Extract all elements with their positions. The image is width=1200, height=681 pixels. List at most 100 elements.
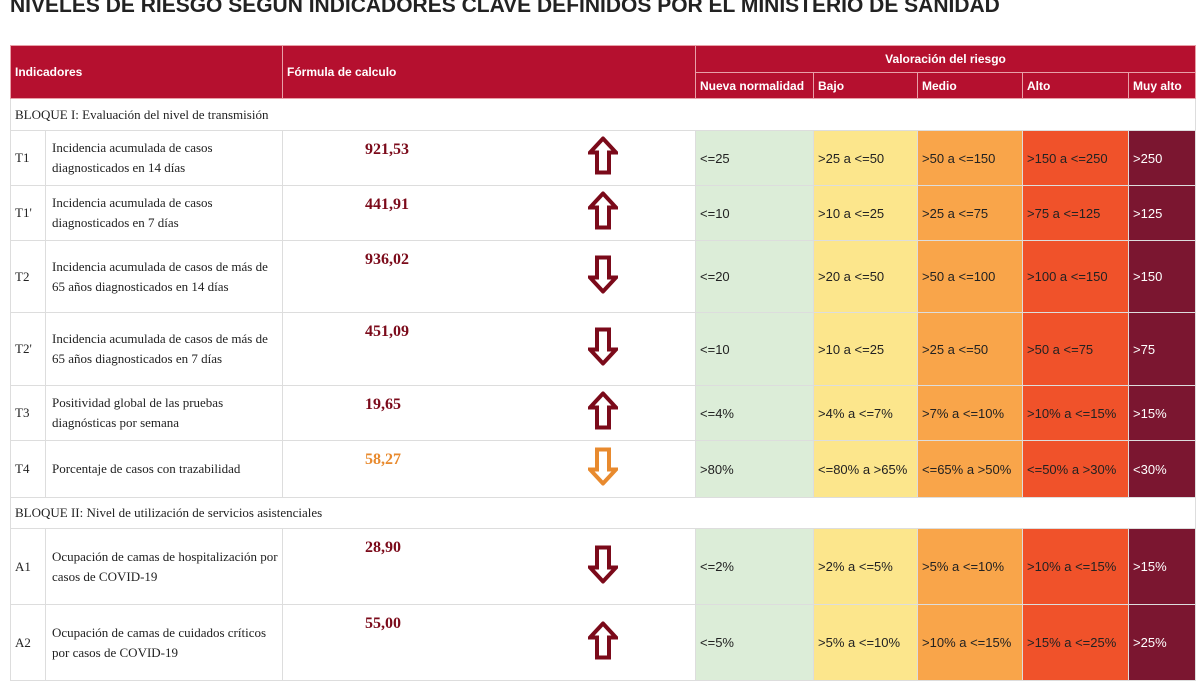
table-body: Indicadores Fórmula de calculo Valoración … bbox=[9, 45, 1197, 681]
indicator-row: T1' Incidencia acumulada de casos diagnos… bbox=[10, 185, 1197, 241]
arrow bbox=[585, 447, 621, 491]
value: 936,02 bbox=[365, 251, 410, 268]
risk-level: <=65% a >50% bbox=[917, 440, 1024, 498]
risk-level: >50 a <=150 bbox=[917, 130, 1024, 186]
risk-level: >150 bbox=[1128, 240, 1197, 313]
level-header: Bajo bbox=[813, 72, 919, 99]
risk-level: >50 a <=75 bbox=[1022, 312, 1130, 386]
risk-level: >125 bbox=[1128, 185, 1197, 241]
risk-level: >15% a <=25% bbox=[1022, 604, 1130, 681]
section-row: BLOQUE I: Evaluación del nivel de transm… bbox=[9, 98, 1197, 131]
arrow bbox=[585, 327, 621, 371]
risk-level: <=10 bbox=[695, 312, 815, 386]
trend-arrow bbox=[585, 255, 621, 294]
formula: 921,53 bbox=[282, 130, 697, 186]
value: 28,90 bbox=[365, 539, 402, 556]
risk-level: >150 a <=250 bbox=[1022, 130, 1130, 186]
risk-level: >80% bbox=[695, 440, 815, 498]
arrow bbox=[585, 190, 621, 235]
indicator-row: T1 Incidencia acumulada de casos diagnost… bbox=[10, 130, 1197, 186]
indicator: Incidencia acumulada de casos de más de … bbox=[44, 240, 284, 313]
risk-table: Indicadores Fórmula de calculo Valoración … bbox=[9, 45, 1197, 681]
level-header: Nueva normalidad bbox=[695, 72, 815, 99]
risk-level: >7% a <=10% bbox=[917, 385, 1024, 441]
formula: 441,91 bbox=[282, 185, 697, 241]
code: T1' bbox=[10, 185, 46, 241]
risk-level: >75 bbox=[1128, 312, 1197, 386]
risk-level: >100 a <=150 bbox=[1022, 240, 1130, 313]
code: T3 bbox=[10, 385, 46, 441]
value: 58,27 bbox=[365, 451, 402, 468]
risk-level: >15% bbox=[1128, 528, 1197, 605]
arrow bbox=[585, 135, 621, 180]
code: A1 bbox=[10, 528, 46, 605]
indicator: Incidencia acumulada de casos de más de … bbox=[44, 312, 284, 386]
risk-level: >5% a <=10% bbox=[917, 528, 1024, 605]
indicator-row: T3 Positividad global de las pruebas diag… bbox=[10, 385, 1197, 441]
value: 55,00 bbox=[365, 615, 402, 632]
level-header: Alto bbox=[1022, 72, 1130, 99]
trend-arrow bbox=[585, 390, 621, 430]
value: 441,91 bbox=[365, 196, 410, 213]
risk-level: >250 bbox=[1128, 130, 1197, 186]
value: 19,65 bbox=[365, 396, 402, 413]
risk-level: <=5% bbox=[695, 604, 815, 681]
formula: 28,90 bbox=[282, 528, 697, 605]
code: T4 bbox=[10, 440, 46, 498]
indicator-row: A1 Ocupación de camas de hospitalización … bbox=[10, 528, 1197, 605]
indicator: Positividad global de las pruebas diagnó… bbox=[44, 385, 284, 441]
section-title: BLOQUE II: Nivel de utilización de servi… bbox=[9, 497, 1197, 529]
formula: 19,65 bbox=[282, 385, 697, 441]
risk-level: >10 a <=25 bbox=[813, 312, 919, 386]
risk-level: <=50% a >30% bbox=[1022, 440, 1130, 498]
level-header: Muy alto bbox=[1128, 72, 1197, 99]
indicator-row: T4 Porcentaje de casos con trazabilidad 58… bbox=[10, 440, 1197, 498]
section-row: BLOQUE II: Nivel de utilización de servi… bbox=[9, 497, 1197, 529]
risk-level: <=20 bbox=[695, 240, 815, 313]
risk-level: >10% a <=15% bbox=[1022, 528, 1130, 605]
formula: 451,09 bbox=[282, 312, 697, 386]
risk-level: >10% a <=15% bbox=[917, 604, 1024, 681]
indicator-row: T2 Incidencia acumulada de casos de más d… bbox=[10, 240, 1197, 313]
risk-level: <=10 bbox=[695, 185, 815, 241]
trend-arrow bbox=[585, 190, 621, 230]
risk-level: >4% a <=7% bbox=[813, 385, 919, 441]
risk-level: >25 a <=50 bbox=[813, 130, 919, 186]
risk-level: >15% bbox=[1128, 385, 1197, 441]
trend-arrow bbox=[585, 447, 621, 487]
value: 921,53 bbox=[365, 141, 410, 158]
arrow bbox=[585, 255, 621, 298]
risk-level: >25% bbox=[1128, 604, 1197, 681]
risk-level: <=25 bbox=[695, 130, 815, 186]
code: T1 bbox=[10, 130, 46, 186]
risk-level: <=2% bbox=[695, 528, 815, 605]
formula: 936,02 bbox=[282, 240, 697, 313]
level-header: Medio bbox=[917, 72, 1024, 99]
risk-level: >10 a <=25 bbox=[813, 185, 919, 241]
risk-level: >50 a <=100 bbox=[917, 240, 1024, 313]
risk-level: <30% bbox=[1128, 440, 1197, 498]
header-cell: Indicadores bbox=[9, 45, 284, 99]
risk-level: >5% a <=10% bbox=[813, 604, 919, 681]
risk-level: <=80% a >65% bbox=[813, 440, 919, 498]
trend-arrow bbox=[585, 135, 621, 175]
indicator: Porcentaje de casos con trazabilidad bbox=[44, 440, 284, 498]
header-cell: Valoración del riesgo bbox=[695, 45, 1197, 73]
value: 451,09 bbox=[365, 323, 410, 340]
arrow bbox=[585, 545, 621, 588]
trend-arrow bbox=[585, 327, 621, 367]
code: T2' bbox=[10, 312, 46, 386]
risk-level: >75 a <=125 bbox=[1022, 185, 1130, 241]
risk-level: >25 a <=75 bbox=[917, 185, 1024, 241]
formula: 55,00 bbox=[282, 604, 697, 681]
risk-level: >2% a <=5% bbox=[813, 528, 919, 605]
risk-level: >10% a <=15% bbox=[1022, 385, 1130, 441]
header-cell: Fórmula de calculo bbox=[282, 45, 697, 99]
risk-level: >20 a <=50 bbox=[813, 240, 919, 313]
risk-level: >25 a <=50 bbox=[917, 312, 1024, 386]
arrow bbox=[585, 390, 621, 435]
title: NIVELES DE RIESGO SEGÚN INDICADORES CLAV… bbox=[10, 0, 1000, 17]
code: T2 bbox=[10, 240, 46, 313]
indicator: Incidencia acumulada de casos diagnostic… bbox=[44, 185, 284, 241]
